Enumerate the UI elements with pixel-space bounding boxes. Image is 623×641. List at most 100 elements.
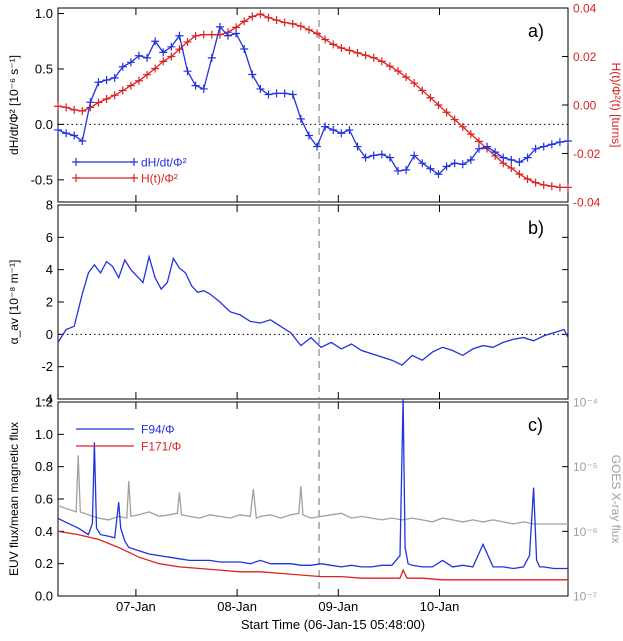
- data-point: [207, 53, 216, 62]
- data-point: [458, 122, 467, 131]
- y-axis-label: dH/dt/Φ² [10⁻⁶ s⁻¹]: [7, 55, 21, 155]
- y2-tick-label: 10⁻⁴: [573, 396, 598, 410]
- data-point: [377, 150, 386, 159]
- data-point: [224, 31, 232, 40]
- data-point: [167, 52, 176, 61]
- data-point: [62, 129, 71, 138]
- data-point: [110, 73, 119, 82]
- y-tick-label: 6: [46, 230, 53, 245]
- data-point: [531, 144, 540, 153]
- data-point: [102, 76, 111, 85]
- data-point: [151, 37, 160, 46]
- data-point: [183, 37, 192, 46]
- data-point: [555, 138, 564, 147]
- data-point: [547, 140, 556, 149]
- data-point: [337, 129, 346, 138]
- y2-axis-label: GOES X-ray flux: [609, 455, 623, 544]
- series-line: [57, 455, 568, 525]
- data-point: [256, 84, 265, 93]
- data-point: [353, 142, 362, 151]
- plot-frame: [57, 204, 569, 400]
- y-axis-label: α_av [10⁻⁸ m⁻¹]: [7, 260, 21, 345]
- data-point: [313, 142, 322, 151]
- data-point: [240, 17, 249, 26]
- data-point: [126, 58, 135, 67]
- data-point: [515, 158, 524, 167]
- panel-label: a): [528, 21, 544, 41]
- data-point: [102, 94, 111, 103]
- y2-tick-label: 10⁻⁶: [573, 525, 598, 539]
- y2-tick-label: 10⁻⁷: [573, 590, 597, 604]
- panel-label: c): [528, 415, 543, 435]
- data-point: [94, 78, 103, 87]
- data-point: [555, 183, 564, 192]
- y2-tick-label: 10⁻⁵: [573, 460, 598, 474]
- y-tick-label: 0.0: [35, 589, 53, 604]
- y-tick-label: -4: [41, 392, 53, 407]
- data-point: [450, 115, 459, 124]
- data-point: [337, 44, 346, 53]
- y2-tick-label: 0.00: [573, 99, 597, 113]
- y-tick-label: 1.0: [35, 427, 53, 442]
- data-point: [159, 57, 168, 66]
- data-point: [199, 30, 208, 39]
- data-point: [118, 62, 127, 71]
- legend-label: F94/Φ: [141, 423, 175, 437]
- data-point: [288, 90, 297, 99]
- data-point: [385, 62, 394, 71]
- data-point: [159, 48, 168, 57]
- data-point: [410, 151, 419, 160]
- data-point: [466, 155, 475, 164]
- data-point: [523, 174, 532, 183]
- y-tick-label: 8: [46, 198, 53, 213]
- data-point: [418, 86, 427, 95]
- data-point: [345, 46, 354, 55]
- data-point: [70, 105, 79, 114]
- data-point: [232, 29, 241, 38]
- y2-tick-label: -0.04: [573, 196, 601, 210]
- data-point: [531, 178, 540, 187]
- data-point: [515, 170, 524, 179]
- y-tick-label: 1.0: [35, 6, 53, 21]
- data-point: [426, 93, 435, 102]
- data-point: [143, 53, 152, 62]
- y2-tick-label: -0.02: [573, 147, 601, 161]
- y-tick-label: 0.8: [35, 459, 53, 474]
- panel-label: b): [528, 218, 544, 238]
- y-tick-label: -0.5: [31, 172, 53, 187]
- data-point: [110, 91, 119, 100]
- data-point: [240, 45, 249, 54]
- data-point: [547, 182, 556, 191]
- data-point: [304, 131, 313, 140]
- data-point: [434, 101, 443, 109]
- data-point: [369, 151, 378, 160]
- y-tick-label: 0.2: [35, 556, 53, 571]
- data-point: [361, 153, 370, 162]
- data-point: [499, 153, 508, 162]
- legend-label: F171/Φ: [141, 440, 181, 454]
- legend-marker: [72, 158, 138, 166]
- y-tick-label: 0: [46, 327, 53, 342]
- x-tick-label: 08-Jan: [217, 599, 257, 614]
- data-point: [175, 31, 184, 40]
- legend-marker: [72, 174, 138, 182]
- y-tick-label: 4: [46, 262, 53, 277]
- data-point: [361, 51, 370, 60]
- data-point: [474, 137, 483, 146]
- data-point: [507, 164, 516, 173]
- data-point: [280, 18, 289, 27]
- legend-label: H(t)/Φ²: [141, 172, 178, 186]
- data-point: [296, 22, 305, 31]
- data-point: [304, 25, 313, 34]
- data-point: [329, 125, 338, 134]
- x-tick-label: 07-Jan: [116, 599, 156, 614]
- data-point: [466, 130, 475, 139]
- data-point: [402, 165, 411, 174]
- data-point: [442, 108, 451, 117]
- data-point: [199, 84, 208, 93]
- data-point: [118, 86, 127, 95]
- data-point: [134, 51, 143, 60]
- y2-tick-label: 0.04: [573, 2, 597, 16]
- data-point: [54, 125, 62, 134]
